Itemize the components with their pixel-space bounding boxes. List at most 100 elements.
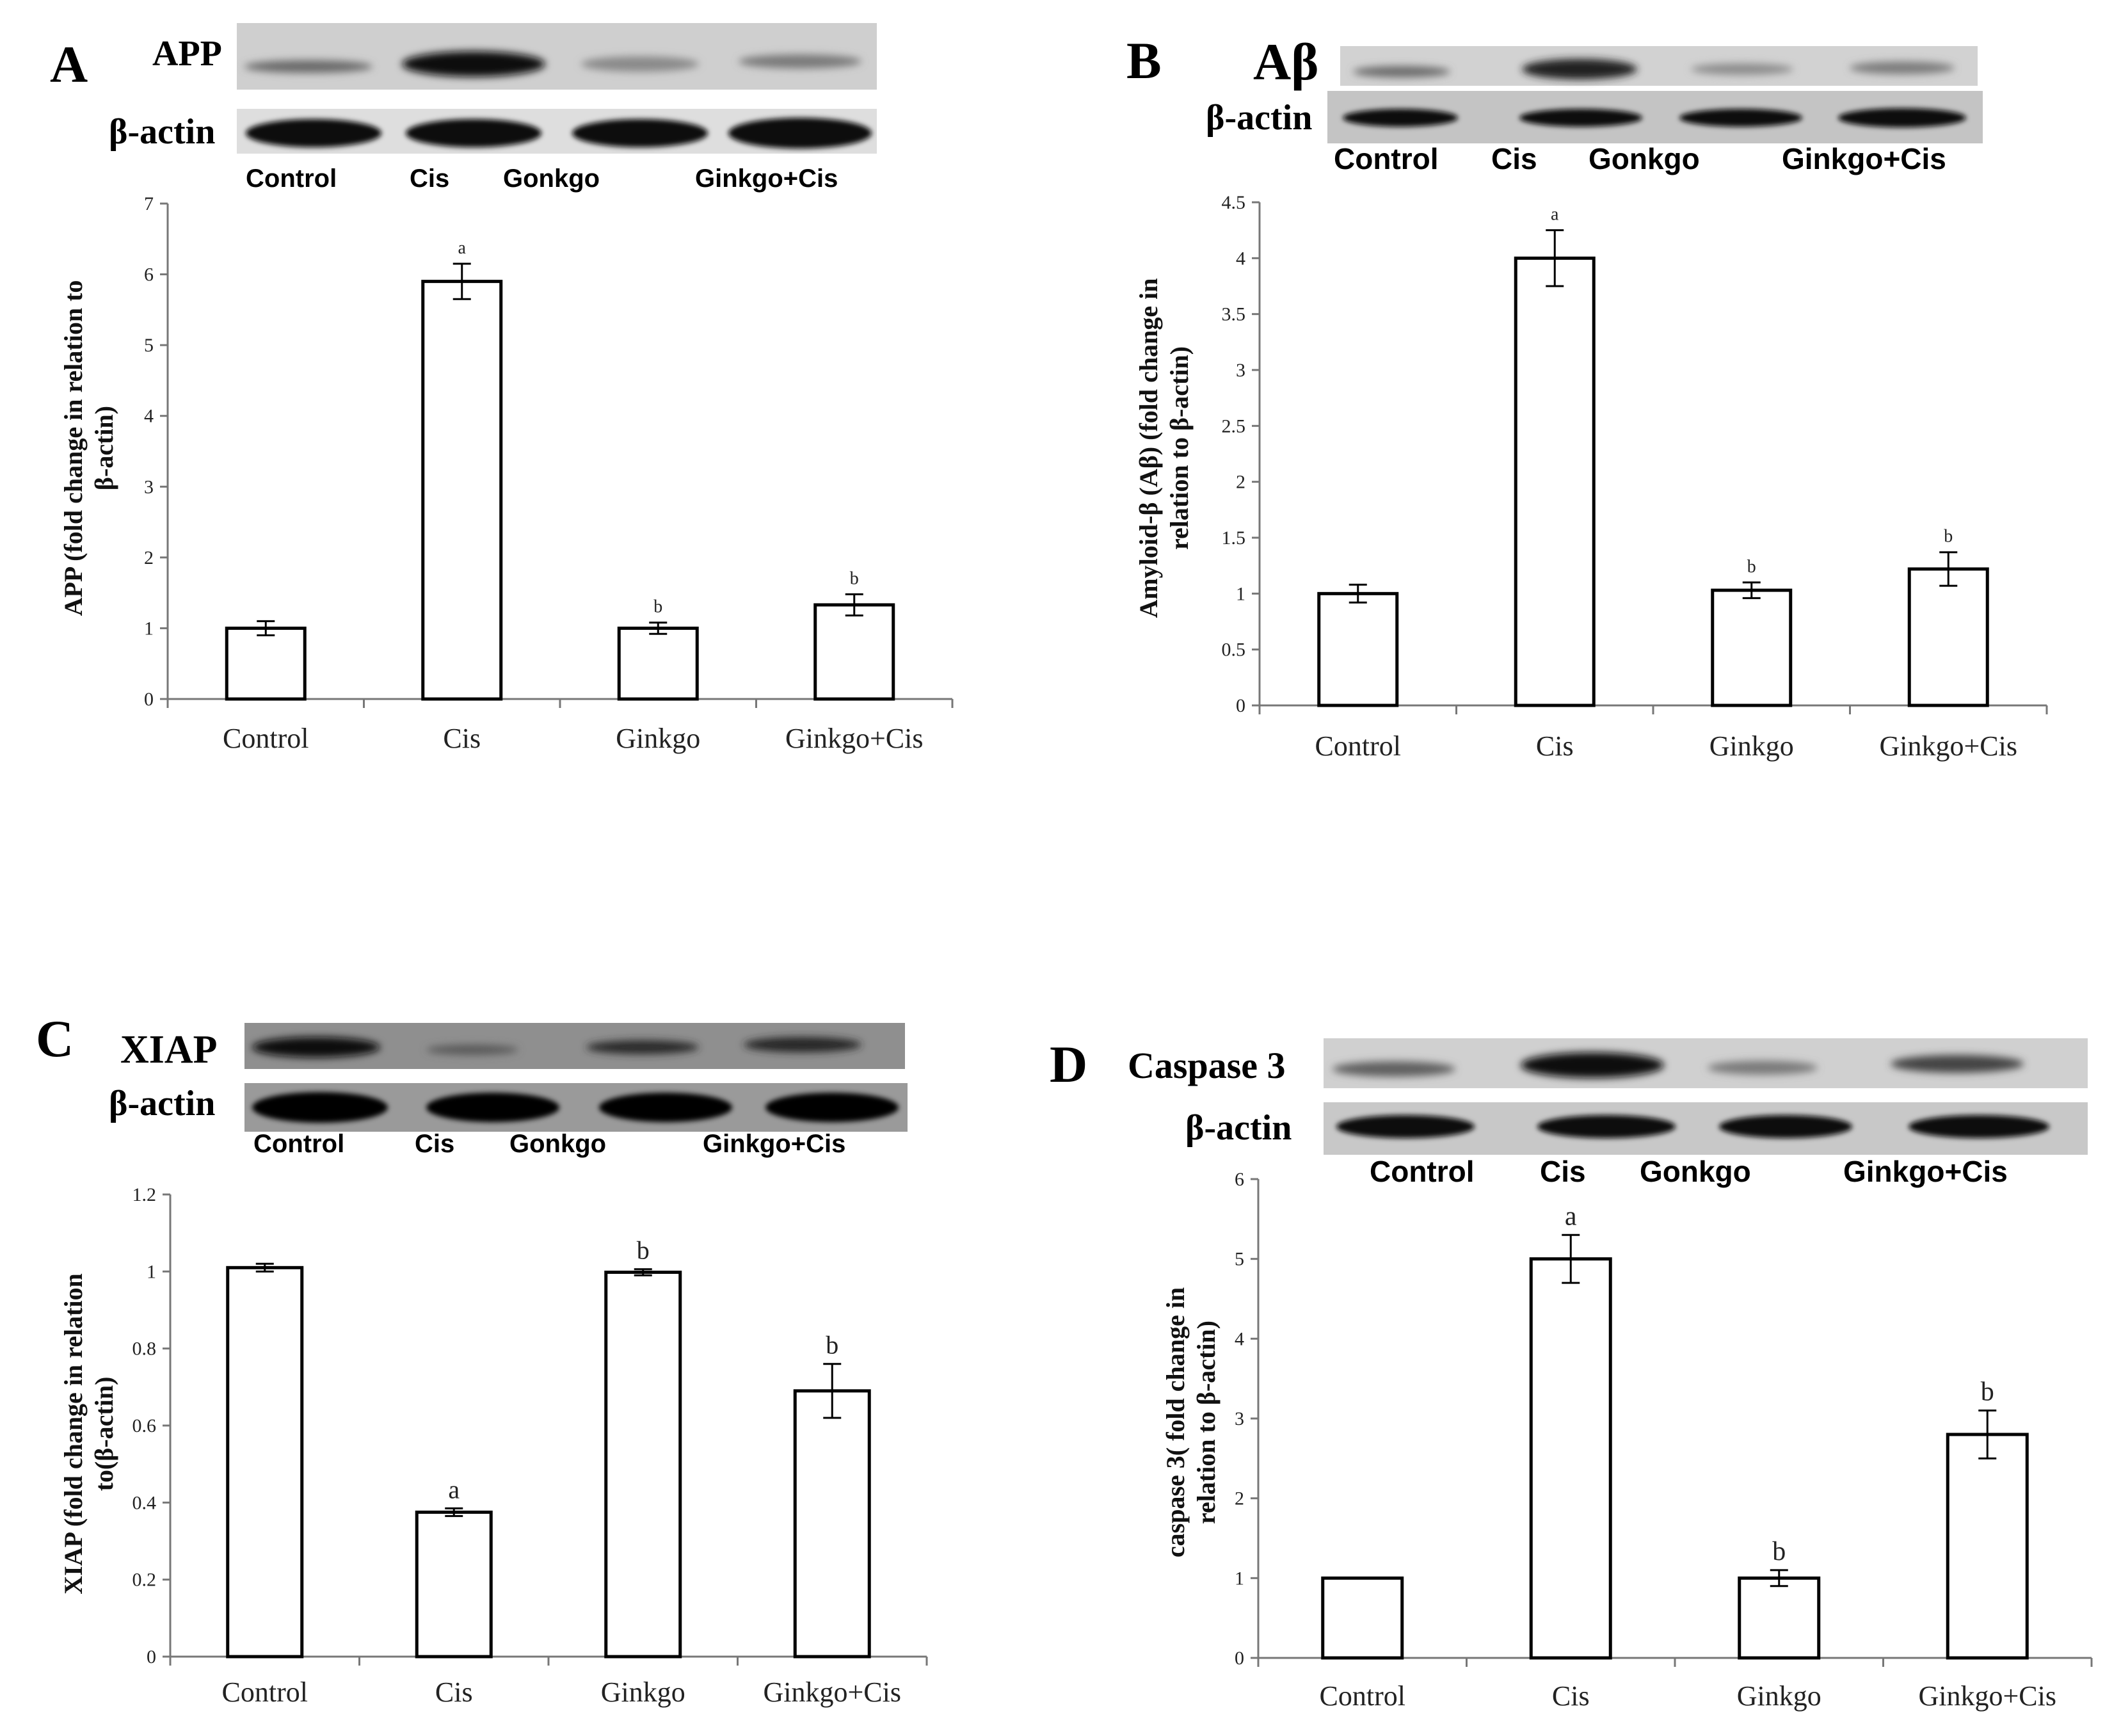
blot-d-lane-ginkgo: Gonkgo	[1640, 1155, 1751, 1188]
blot-b-band-top-control	[1353, 66, 1450, 77]
category-label-a: Cis	[443, 723, 481, 754]
y-tick-label-d: 5	[1235, 1249, 1244, 1270]
category-label-d: Cis	[1552, 1680, 1590, 1712]
y-tick-label-a: 1	[144, 618, 154, 639]
blot-d-band-bottom-ginkgo-cis	[1909, 1115, 2049, 1138]
y-tick-label-b: 1.5	[1222, 527, 1246, 549]
blot-a-lane-ginkgo-cis: Ginkgo+Cis	[695, 165, 838, 193]
y-axis-label-line: to(β-actin)	[90, 1377, 118, 1491]
y-axis-label-line: Amyloid-β (Aβ) (fold change in	[1134, 278, 1163, 618]
category-label-a: Ginkgo	[616, 723, 700, 754]
blot-b-band-bottom-cis	[1519, 109, 1642, 127]
blot-a-label-bottom: β-actin	[109, 112, 215, 152]
blot-c: XIAP β-actin Control Cis Gonkgo Ginkgo+C…	[109, 1023, 908, 1158]
category-label-b: Ginkgo	[1709, 730, 1794, 762]
blot-b: Aβ β-actin Control Cis Gonkgo Ginkgo+Cis	[1206, 33, 1983, 175]
bar-b	[1907, 567, 1989, 707]
y-axis-label-line: β-actin)	[90, 406, 118, 490]
significance-label-b: b	[1747, 557, 1756, 577]
category-label-c: Ginkgo+Cis	[763, 1676, 901, 1708]
bar-c	[604, 1271, 682, 1659]
blot-b-band-bottom-control	[1343, 109, 1458, 127]
panel-letter-d: D	[1050, 1035, 1087, 1093]
significance-label-a: b	[850, 568, 859, 588]
y-tick-label-b: 4.5	[1222, 192, 1246, 213]
blot-d: Caspase 3 β-actin Control Cis Gonkgo Gin…	[1128, 1038, 2088, 1188]
blot-a-band-top-cis	[402, 51, 545, 77]
blot-c-band-top-ginkgo-cis	[744, 1037, 861, 1052]
bar-d	[1529, 1257, 1612, 1660]
y-tick-label-a: 6	[144, 264, 154, 285]
bar-chart-d: 0 1 2 3 4 5 6 Control a Cis b Ginkgo b Ginkgo+Cis casp…	[1161, 1169, 2093, 1712]
y-tick-label-b: 4	[1236, 248, 1245, 269]
y-tick-label-d: 1	[1235, 1568, 1244, 1589]
bar-chart-c: 0 0.2 0.4 0.6 0.8 1 1.2 Control a Cis b Ginkgo b Gink…	[59, 1184, 928, 1708]
y-axis-label-line: APP (fold change in relation to	[59, 280, 88, 616]
y-tick-label-b: 1	[1236, 583, 1245, 604]
significance-label-b: a	[1551, 205, 1559, 225]
blot-b-label-bottom: β-actin	[1206, 98, 1312, 138]
y-tick-label-c: 0.2	[132, 1570, 157, 1591]
blot-d-band-top-cis	[1521, 1052, 1664, 1078]
bar-chart-b: 0 0.5 1 1.5 2 2.5 3 3.5 4 4.5 Control a Cis b Ginkgo b G…	[1134, 192, 2048, 762]
category-label-c: Cis	[435, 1676, 473, 1708]
y-axis-label-line: relation to β-actin)	[1165, 346, 1194, 550]
y-axis-label-c: XIAP (fold change in relationto(β-actin)	[59, 1273, 118, 1595]
blot-d-lane-ginkgo-cis: Ginkgo+Cis	[1843, 1155, 2008, 1188]
bar-c	[226, 1266, 304, 1659]
blot-a-label-top: APP	[152, 34, 222, 74]
blot-c-label-top: XIAP	[120, 1028, 218, 1072]
blot-d-band-bottom-ginkgo	[1719, 1115, 1852, 1138]
blot-a: APP β-actin Control Cis Gonkgo Ginkgo+Ci…	[109, 23, 877, 193]
y-axis-label-line: caspase 3( fold change in	[1161, 1287, 1190, 1557]
bar-b	[1317, 591, 1399, 707]
blot-a-band-bottom-ginkgo-cis	[728, 118, 872, 149]
significance-label-d: a	[1565, 1202, 1577, 1231]
y-tick-label-d: 3	[1235, 1408, 1244, 1429]
significance-label-c: b	[637, 1236, 650, 1265]
y-tick-label-d: 2	[1235, 1488, 1244, 1509]
y-tick-label-d: 0	[1235, 1648, 1244, 1669]
bar-a	[617, 626, 699, 701]
blot-b-label-top: Aβ	[1253, 33, 1318, 91]
category-label-d: Ginkgo	[1737, 1680, 1821, 1712]
blot-d-band-bottom-control	[1336, 1115, 1475, 1138]
y-tick-label-c: 0.8	[132, 1338, 157, 1360]
blot-d-label-top: Caspase 3	[1128, 1045, 1286, 1086]
bar-d	[1321, 1576, 1404, 1660]
y-tick-label-a: 5	[144, 335, 154, 356]
blot-c-band-bottom-ginkgo	[599, 1093, 732, 1122]
category-label-b: Control	[1315, 730, 1401, 762]
significance-label-a: a	[458, 238, 467, 258]
category-label-a: Control	[223, 723, 308, 754]
blot-b-lane-ginkgo: Gonkgo	[1589, 142, 1700, 175]
blot-a-band-top-ginkgo-cis	[739, 54, 861, 68]
bar-chart-a: 0 1 2 3 4 5 6 7 Control a Cis b Ginkgo b Ginkgo+Cis APP…	[59, 193, 954, 754]
blot-c-label-bottom: β-actin	[109, 1084, 215, 1123]
blot-c-lane-cis: Cis	[415, 1130, 454, 1158]
blot-b-band-top-ginkgo	[1691, 63, 1793, 75]
y-tick-label-a: 7	[144, 193, 154, 214]
significance-label-a: b	[653, 597, 662, 617]
bar-d	[1738, 1576, 1821, 1660]
bar-c	[793, 1389, 871, 1659]
blot-a-band-bottom-control	[246, 119, 381, 147]
bar-b	[1711, 588, 1793, 707]
blot-a-band-top-ginkgo	[581, 56, 699, 72]
bar-a	[421, 280, 503, 701]
significance-label-b: b	[1944, 527, 1953, 547]
y-tick-label-a: 2	[144, 547, 154, 568]
category-label-a: Ginkgo+Cis	[785, 723, 924, 754]
bar-d	[1946, 1433, 2029, 1660]
blot-b-lane-cis: Cis	[1491, 142, 1537, 175]
category-label-c: Control	[222, 1676, 308, 1708]
y-axis-label-d: caspase 3( fold change inrelation to β-a…	[1161, 1287, 1221, 1557]
significance-label-c: a	[448, 1475, 460, 1504]
blot-b-lane-control: Control	[1334, 142, 1439, 175]
y-tick-label-c: 1.2	[132, 1184, 157, 1205]
blot-a-band-bottom-cis	[406, 119, 541, 147]
blot-c-band-bottom-control	[252, 1092, 388, 1123]
y-tick-label-b: 3	[1236, 360, 1245, 381]
y-axis-label-line: relation to β-actin)	[1192, 1321, 1221, 1524]
